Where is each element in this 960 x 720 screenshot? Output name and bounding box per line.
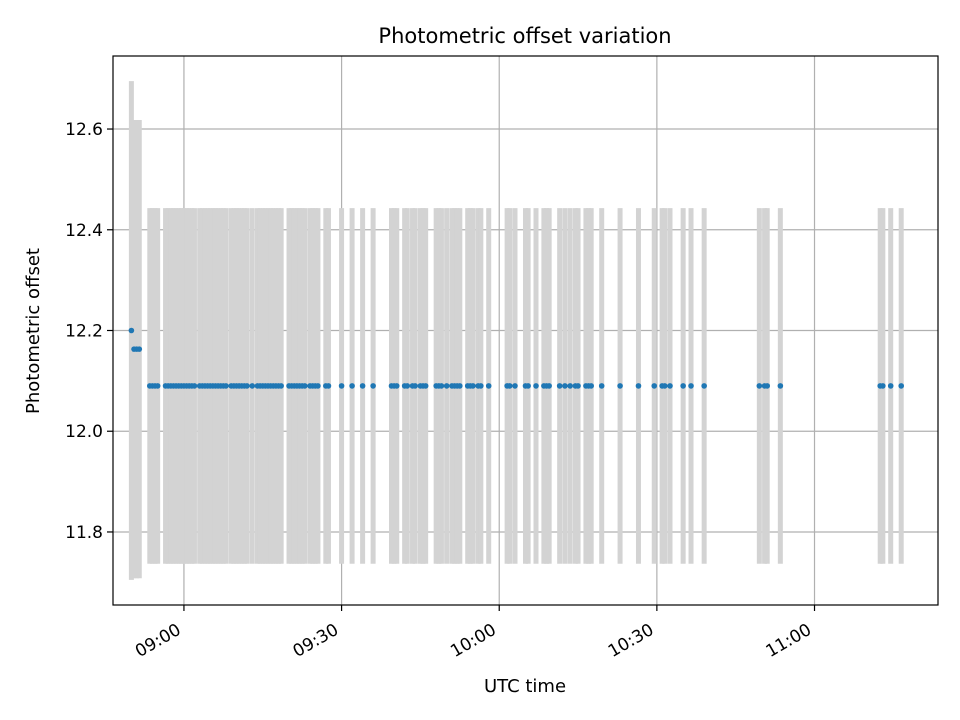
data-point [478, 383, 484, 389]
x-axis-label: UTC time [484, 676, 566, 697]
x-tick-label: 10:00 [447, 620, 499, 662]
data-point [512, 383, 518, 389]
data-point [128, 327, 135, 334]
data-point [370, 383, 376, 389]
data-point [680, 383, 686, 389]
y-tick-label: 12.6 [65, 120, 103, 140]
data-point [651, 383, 658, 389]
data-point [777, 383, 784, 389]
data-point [301, 383, 308, 389]
data-point [661, 383, 668, 389]
chart-title: Photometric offset variation [378, 24, 671, 48]
data-point [546, 383, 552, 389]
data-point [556, 383, 563, 389]
data-point [393, 383, 400, 389]
data-point [567, 383, 573, 389]
data-point [412, 383, 418, 389]
data-point [422, 383, 429, 389]
data-point [898, 383, 905, 389]
data-point [249, 383, 256, 389]
data-point [404, 383, 411, 389]
data-point [575, 383, 581, 389]
data-point [349, 383, 355, 389]
data-point [154, 383, 161, 389]
data-point [315, 383, 321, 389]
data-point [887, 383, 894, 389]
data-point [533, 383, 539, 389]
data-point [438, 383, 445, 389]
data-point [457, 383, 463, 389]
data-point [338, 383, 345, 389]
data-point [598, 383, 605, 389]
data-point [244, 383, 250, 389]
x-tick-label: 09:00 [132, 620, 184, 662]
data-point [191, 383, 198, 389]
x-tick-label: 11:00 [763, 620, 815, 662]
data-point [764, 383, 771, 389]
x-axis: 09:00 09:30 10:00 10:30 11:00 [132, 605, 816, 662]
data-point [223, 383, 229, 389]
data-point [470, 383, 476, 389]
y-axis: 11.8 12.0 12.2 12.4 12.6 [65, 120, 113, 543]
data-point [667, 383, 673, 389]
data-point [756, 383, 763, 389]
data-point [562, 383, 568, 389]
data-point [359, 383, 366, 389]
data-point [588, 383, 594, 389]
data-point [688, 383, 694, 389]
y-tick-label: 12.2 [65, 322, 103, 342]
y-tick-label: 11.8 [65, 523, 103, 543]
data-point [635, 383, 642, 389]
data-point [701, 383, 707, 389]
y-axis-label: Photometric offset [23, 248, 44, 414]
data-point [485, 383, 492, 389]
y-tick-label: 12.0 [65, 422, 103, 442]
data-point [278, 383, 284, 389]
data-point [506, 383, 513, 389]
data-point [443, 383, 450, 389]
x-tick-label: 09:30 [290, 620, 342, 662]
x-tick-label: 10:30 [605, 620, 657, 662]
data-point [617, 383, 623, 389]
y-tick-label: 12.4 [65, 221, 103, 241]
data-point [525, 383, 531, 389]
data-point [136, 346, 143, 352]
data-point [880, 383, 886, 389]
data-points [128, 327, 905, 389]
data-point [325, 383, 332, 389]
